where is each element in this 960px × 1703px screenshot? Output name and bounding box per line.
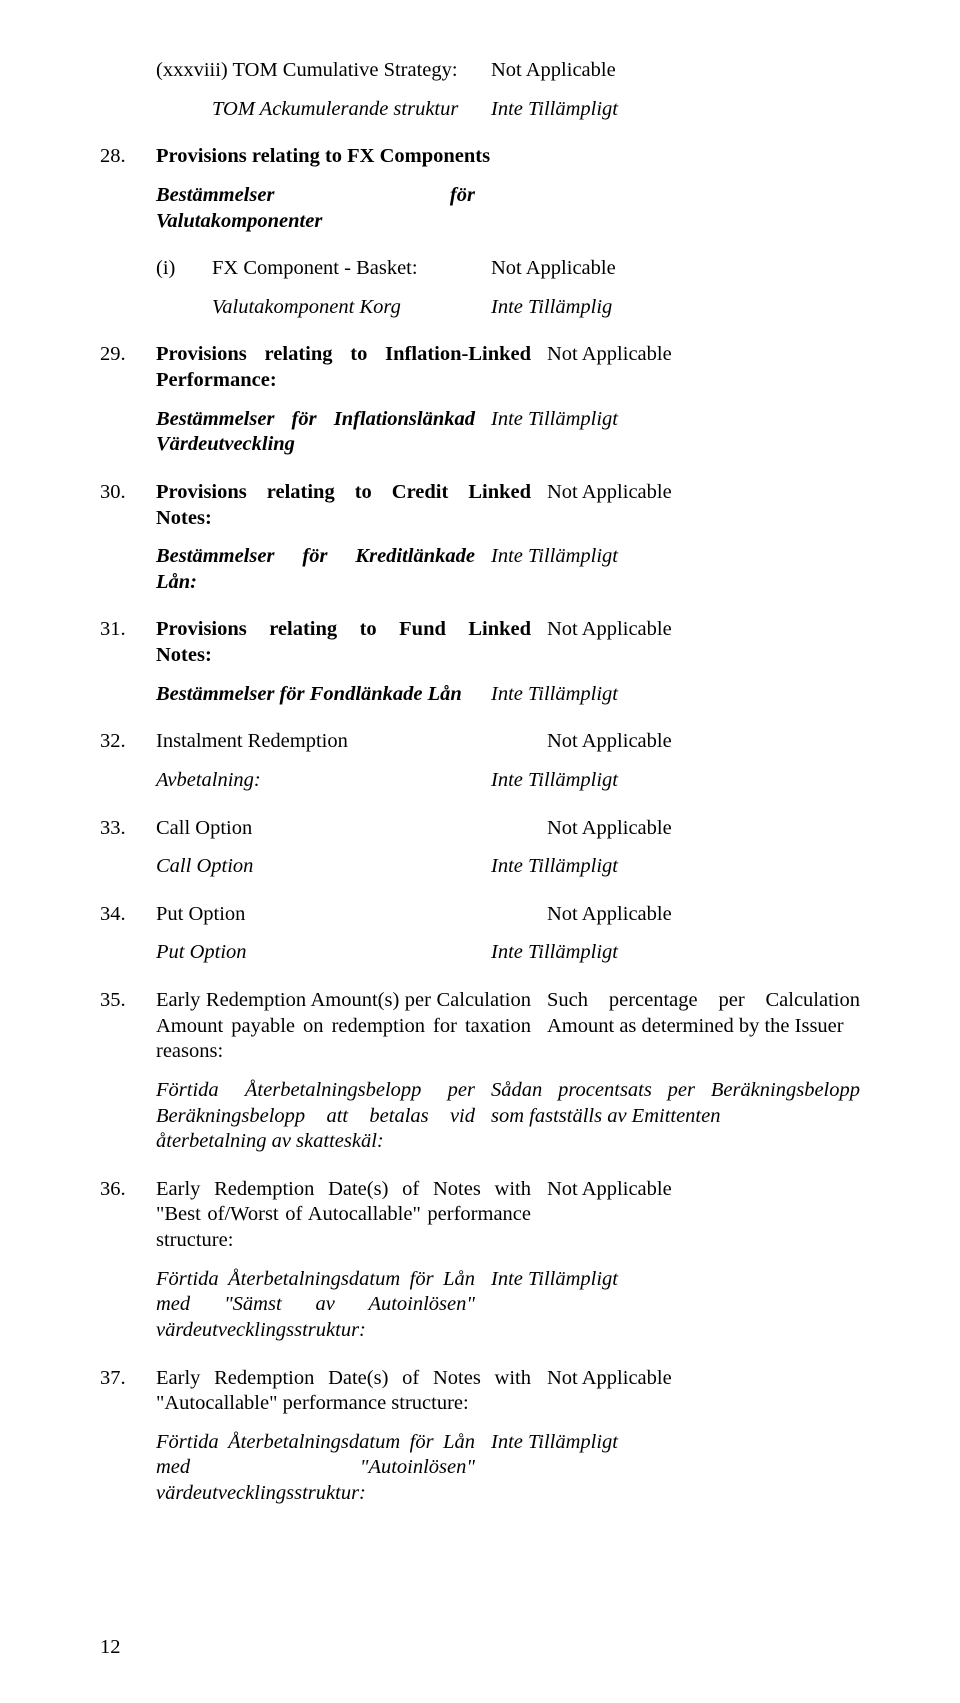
term-value: Not Applicable xyxy=(541,816,860,842)
w: Inflationslänkad xyxy=(334,408,475,430)
term-label: Early Redemption Date(s) of Notes with "… xyxy=(156,1177,541,1254)
term-label: Provisions relating to Credit Linked Not… xyxy=(156,480,541,531)
term-label: Provisions relating to FX Components xyxy=(156,144,541,170)
line: Notes: xyxy=(156,643,531,669)
term-value-sv: Inte Tillämpligt xyxy=(485,854,860,880)
term-label-sv: Bestämmelser för Kreditlänkade Lån: xyxy=(156,544,485,595)
term-value-sv: Inte Tillämpligt xyxy=(485,407,860,433)
line: Bestämmelser för Inflationslänkad xyxy=(156,407,475,433)
item-number: 36. xyxy=(100,1177,156,1203)
term-value-sv: Inte Tillämpligt xyxy=(485,1430,860,1456)
line: Provisions relating to Fund Linked xyxy=(156,617,531,643)
term-value: Not Applicable xyxy=(541,1177,860,1203)
term-label-sv: Förtida Återbetalningsdatum för Lån med … xyxy=(156,1267,485,1344)
term-row: 28. Provisions relating to FX Components xyxy=(100,144,860,170)
term-label-sv: Valutakomponent Korg xyxy=(212,295,485,321)
term-row: 34. Put Option Not Applicable xyxy=(100,902,860,928)
item-number: 30. xyxy=(100,480,156,506)
term-row-sv: Bestämmelser för Kreditlänkade Lån: Inte… xyxy=(100,544,860,595)
term-row: (xxxviii) TOM Cumulative Strategy: Not A… xyxy=(100,58,860,84)
term-row-sv: Avbetalning: Inte Tillämpligt xyxy=(100,768,860,794)
term-value-sv: Inte Tillämpligt xyxy=(485,682,860,708)
term-value-sv: Inte Tillämplig xyxy=(485,295,860,321)
term-label-sv: TOM Ackumulerande struktur xyxy=(212,97,485,123)
term-row-sv: Put Option Inte Tillämpligt xyxy=(100,940,860,966)
term-value: Not Applicable xyxy=(541,617,860,643)
term-row: 35. Early Redemption Amount(s) per Calcu… xyxy=(100,988,860,1065)
line: Performance: xyxy=(156,368,531,394)
term-row-sv: Förtida Återbetalningsdatum för Lån med … xyxy=(100,1430,860,1507)
term-row: 37. Early Redemption Date(s) of Notes wi… xyxy=(100,1366,860,1417)
item-number: 35. xyxy=(100,988,156,1014)
term-value-sv: Inte Tillämpligt xyxy=(485,1267,860,1293)
term-value: Not Applicable xyxy=(541,342,860,368)
term-row: 31. Provisions relating to Fund Linked N… xyxy=(100,617,860,668)
term-value-sv: Inte Tillämpligt xyxy=(485,940,860,966)
item-number: 28. xyxy=(100,144,156,170)
line: Provisions relating to Credit Linked xyxy=(156,480,531,506)
term-label-sv: Avbetalning: xyxy=(156,768,485,794)
w: Bestämmelser xyxy=(156,408,274,430)
item-number: 31. xyxy=(100,617,156,643)
term-label: Put Option xyxy=(156,902,541,928)
term-label: FX Component - Basket: xyxy=(212,256,485,282)
term-row: 33. Call Option Not Applicable xyxy=(100,816,860,842)
term-value: Not Applicable xyxy=(485,58,860,84)
term-value-sv: Inte Tillämpligt xyxy=(485,768,860,794)
term-row-sv: Bestämmelser för Valutakomponenter xyxy=(100,183,860,234)
term-label-sv: Put Option xyxy=(156,940,485,966)
term-value-sv: Inte Tillämpligt xyxy=(485,97,860,123)
term-label-sv: Bestämmelser för Valutakomponenter xyxy=(156,183,485,234)
item-number: 34. xyxy=(100,902,156,928)
term-row-sv: Call Option Inte Tillämpligt xyxy=(100,854,860,880)
term-label-sv: Förtida Återbetalningsbelopp per Beräkni… xyxy=(156,1078,485,1155)
term-label: Early Redemption Date(s) of Notes with "… xyxy=(156,1366,541,1417)
term-row-sv: TOM Ackumulerande struktur Inte Tillämpl… xyxy=(100,97,860,123)
line: Värdeutveckling xyxy=(156,432,475,458)
w: för xyxy=(292,408,317,430)
term-value: Such percentage per Calculation Amount a… xyxy=(541,988,860,1039)
term-label-sv: Bestämmelser för Fondlänkade Lån xyxy=(156,682,485,708)
term-label: Call Option xyxy=(156,816,541,842)
term-value: Not Applicable xyxy=(541,902,860,928)
term-row: 30. Provisions relating to Credit Linked… xyxy=(100,480,860,531)
term-value: Not Applicable xyxy=(485,256,860,282)
term-row-sv: Förtida Återbetalningsbelopp per Beräkni… xyxy=(100,1078,860,1155)
term-value: Not Applicable xyxy=(541,1366,860,1392)
term-row: 32. Instalment Redemption Not Applicable xyxy=(100,729,860,755)
term-row-sv: Valutakomponent Korg Inte Tillämplig xyxy=(100,295,860,321)
term-value: Not Applicable xyxy=(541,729,860,755)
term-value-sv: Inte Tillämpligt xyxy=(485,544,860,570)
item-number: 32. xyxy=(100,729,156,755)
term-row: 36. Early Redemption Date(s) of Notes wi… xyxy=(100,1177,860,1254)
term-label: Provisions relating to Fund Linked Notes… xyxy=(156,617,541,668)
document-page: (xxxviii) TOM Cumulative Strategy: Not A… xyxy=(0,0,960,1703)
term-row-sv: Förtida Återbetalningsdatum för Lån med … xyxy=(100,1267,860,1344)
term-label-sv: Call Option xyxy=(156,854,485,880)
line: Provisions relating to Inflation-Linked xyxy=(156,342,531,368)
term-row-sv: Bestämmelser för Fondlänkade Lån Inte Ti… xyxy=(100,682,860,708)
term-label: Provisions relating to Inflation-Linked … xyxy=(156,342,541,393)
page-number: 12 xyxy=(100,1636,121,1659)
term-row-sv: Bestämmelser för Inflationslänkad Värdeu… xyxy=(100,407,860,458)
sub-number: (i) xyxy=(156,256,212,282)
term-label: (xxxviii) TOM Cumulative Strategy: xyxy=(156,58,485,84)
term-value: Not Applicable xyxy=(541,480,860,506)
item-number: 33. xyxy=(100,816,156,842)
term-label: Early Redemption Amount(s) per Calculati… xyxy=(156,988,541,1065)
term-row: (i) FX Component - Basket: Not Applicabl… xyxy=(100,256,860,282)
item-number: 37. xyxy=(100,1366,156,1392)
term-label-sv: Bestämmelser för Inflationslänkad Värdeu… xyxy=(156,407,485,458)
line: Notes: xyxy=(156,506,531,532)
term-value-sv: Sådan procentsats per Beräkningsbelopp s… xyxy=(485,1078,860,1129)
term-row: 29. Provisions relating to Inflation-Lin… xyxy=(100,342,860,393)
term-label-sv: Förtida Återbetalningsdatum för Lån med … xyxy=(156,1430,485,1507)
item-number: 29. xyxy=(100,342,156,368)
term-label: Instalment Redemption xyxy=(156,729,541,755)
